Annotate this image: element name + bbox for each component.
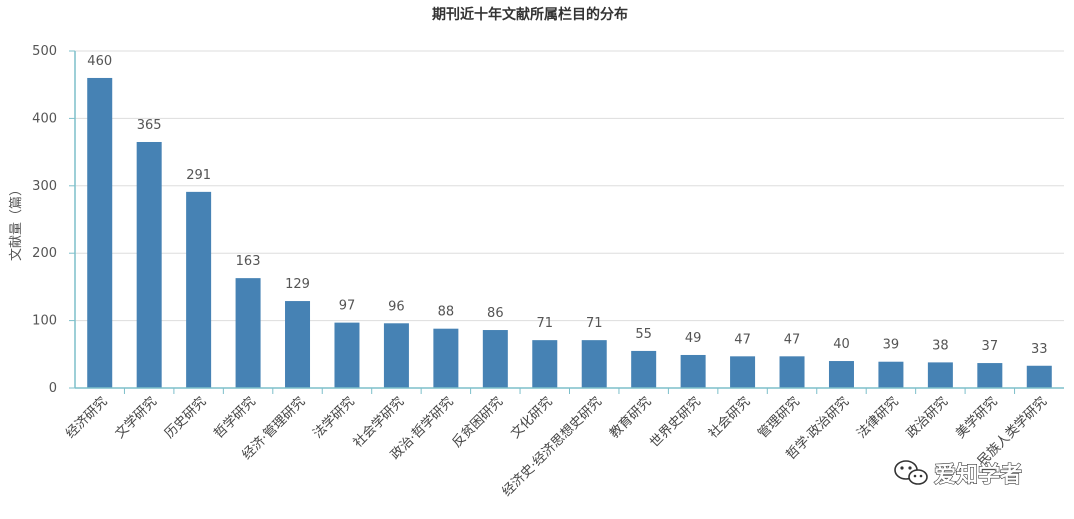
- x-tick-label: 美学研究: [953, 394, 1001, 442]
- data-label: 39: [883, 338, 900, 353]
- bar: [235, 278, 261, 388]
- data-label: 97: [339, 299, 356, 314]
- y-tick-label: 0: [49, 381, 57, 396]
- data-label: 47: [784, 332, 801, 347]
- bar: [680, 354, 706, 388]
- bar: [87, 77, 113, 389]
- bar: [285, 301, 311, 388]
- data-label: 129: [285, 277, 310, 292]
- data-labels: 460 365 291 163 129 97 96 88 86 71 71 55 49 47 47 40 39 3…: [87, 54, 1047, 357]
- bar: [828, 361, 854, 388]
- bar: [631, 350, 657, 388]
- data-label: 96: [388, 299, 405, 314]
- x-tick-label: 社会研究: [705, 394, 753, 442]
- data-label: 38: [932, 338, 949, 353]
- data-label: 47: [734, 332, 751, 347]
- data-label: 49: [685, 331, 702, 346]
- wechat-icon: [894, 460, 928, 485]
- watermark: 爱知学者: [894, 460, 1023, 489]
- x-tick-label: 经济研究: [63, 394, 110, 441]
- x-tick-label: 世界史研究: [647, 394, 704, 451]
- y-tick-label: 500: [32, 44, 57, 59]
- x-tick-label: 历史研究: [162, 394, 209, 441]
- x-tick-label: 法学研究: [310, 394, 358, 442]
- data-label: 291: [186, 168, 211, 183]
- data-label: 55: [635, 327, 652, 342]
- data-label: 71: [537, 316, 554, 331]
- y-axis-ticks: 0 100 200 300 400 500: [32, 44, 75, 396]
- bar: [927, 362, 953, 388]
- data-label: 88: [438, 305, 455, 320]
- x-tick-label: 政治研究: [904, 394, 951, 441]
- bar: [482, 330, 508, 388]
- bar: [433, 328, 459, 388]
- x-tick-label: 反贫困研究: [449, 394, 506, 451]
- gridlines: [75, 50, 1064, 322]
- y-tick-label: 400: [32, 111, 57, 126]
- data-label: 40: [833, 337, 850, 352]
- bar: [334, 322, 360, 388]
- bar: [878, 361, 904, 388]
- x-tick-label: 哲学研究: [211, 394, 259, 442]
- data-label: 365: [137, 118, 162, 133]
- x-tick-label: 经济史·经济思想史研究: [499, 394, 605, 500]
- bar: [1026, 365, 1052, 388]
- bar: [581, 340, 607, 388]
- x-tick-label: 文学研究: [112, 394, 160, 442]
- y-tick-label: 300: [32, 179, 57, 194]
- y-tick-label: 200: [32, 246, 57, 261]
- data-label: 71: [586, 316, 603, 331]
- data-label: 86: [487, 306, 504, 321]
- bar: [730, 356, 756, 388]
- bar: [977, 363, 1003, 388]
- bar: [532, 340, 558, 388]
- y-axis-label: 文献量（篇）: [9, 183, 24, 261]
- x-tick-label: 管理研究: [755, 394, 802, 441]
- data-label: 460: [87, 54, 112, 69]
- data-label: 33: [1031, 342, 1048, 357]
- x-tick-label: 文化研究: [508, 394, 555, 441]
- bars: [87, 77, 1052, 389]
- x-tick-label: 教育研究: [606, 394, 654, 442]
- data-label: 163: [236, 254, 261, 269]
- bar: [186, 191, 212, 388]
- data-label: 37: [982, 339, 999, 354]
- watermark-text: 爱知学者: [934, 462, 1022, 488]
- bar: [779, 356, 805, 388]
- bar: [383, 323, 409, 388]
- y-tick-label: 100: [32, 314, 57, 329]
- x-tick-label: 法律研究: [854, 394, 901, 441]
- chart-title: 期刊近十年文献所属栏目的分布: [432, 6, 628, 23]
- bar: [136, 141, 162, 388]
